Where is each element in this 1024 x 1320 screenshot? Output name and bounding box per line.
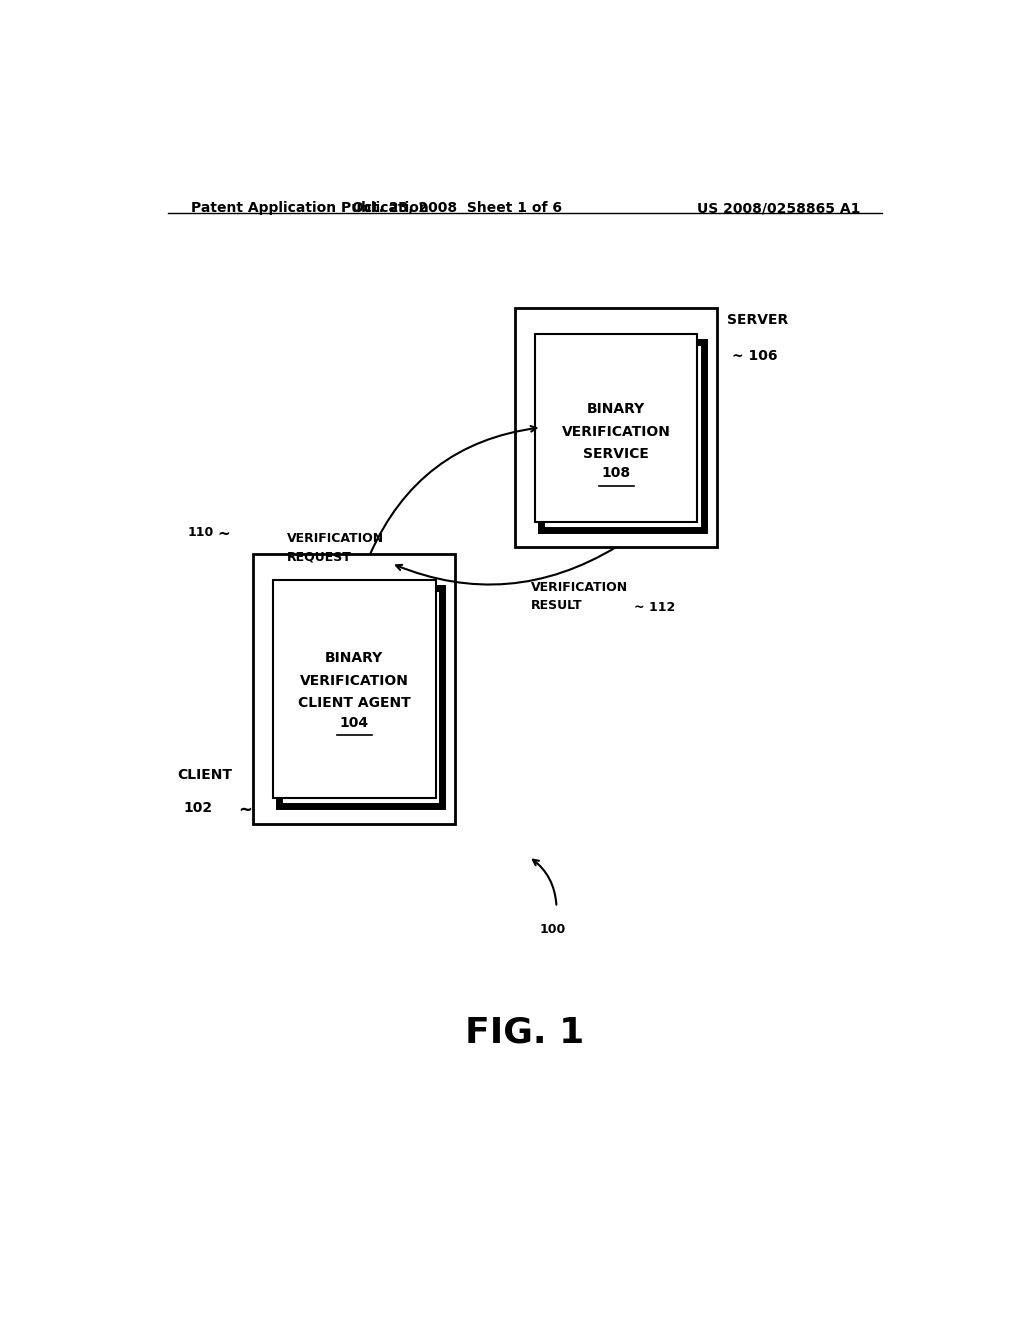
Text: 102: 102	[183, 801, 212, 816]
Text: VERIFICATION: VERIFICATION	[531, 581, 629, 594]
Text: ~: ~	[239, 801, 253, 820]
Text: 100: 100	[540, 923, 565, 936]
Text: ~ 106: ~ 106	[731, 348, 777, 363]
FancyBboxPatch shape	[253, 554, 456, 824]
Text: RESULT: RESULT	[531, 599, 583, 612]
Text: CLIENT AGENT: CLIENT AGENT	[298, 696, 411, 710]
Text: VERIFICATION: VERIFICATION	[300, 673, 409, 688]
Text: VERIFICATION: VERIFICATION	[287, 532, 384, 545]
Text: BINARY: BINARY	[587, 403, 645, 416]
Text: Oct. 23, 2008  Sheet 1 of 6: Oct. 23, 2008 Sheet 1 of 6	[352, 201, 562, 215]
Text: VERIFICATION: VERIFICATION	[561, 425, 671, 438]
FancyBboxPatch shape	[272, 579, 435, 799]
FancyBboxPatch shape	[535, 334, 697, 521]
Text: CLIENT: CLIENT	[177, 768, 232, 781]
Text: ~ 112: ~ 112	[634, 601, 676, 614]
Text: 110: 110	[187, 525, 214, 539]
FancyBboxPatch shape	[515, 309, 717, 548]
Text: ~: ~	[217, 527, 229, 543]
Text: SERVER: SERVER	[727, 313, 788, 327]
Text: REQUEST: REQUEST	[287, 550, 351, 564]
Text: 108: 108	[601, 466, 631, 480]
Text: BINARY: BINARY	[325, 652, 383, 665]
Text: FIG. 1: FIG. 1	[465, 1015, 585, 1049]
Text: 104: 104	[340, 715, 369, 730]
Text: Patent Application Publication: Patent Application Publication	[191, 201, 429, 215]
Text: US 2008/0258865 A1: US 2008/0258865 A1	[697, 201, 860, 215]
Text: SERVICE: SERVICE	[583, 447, 649, 461]
